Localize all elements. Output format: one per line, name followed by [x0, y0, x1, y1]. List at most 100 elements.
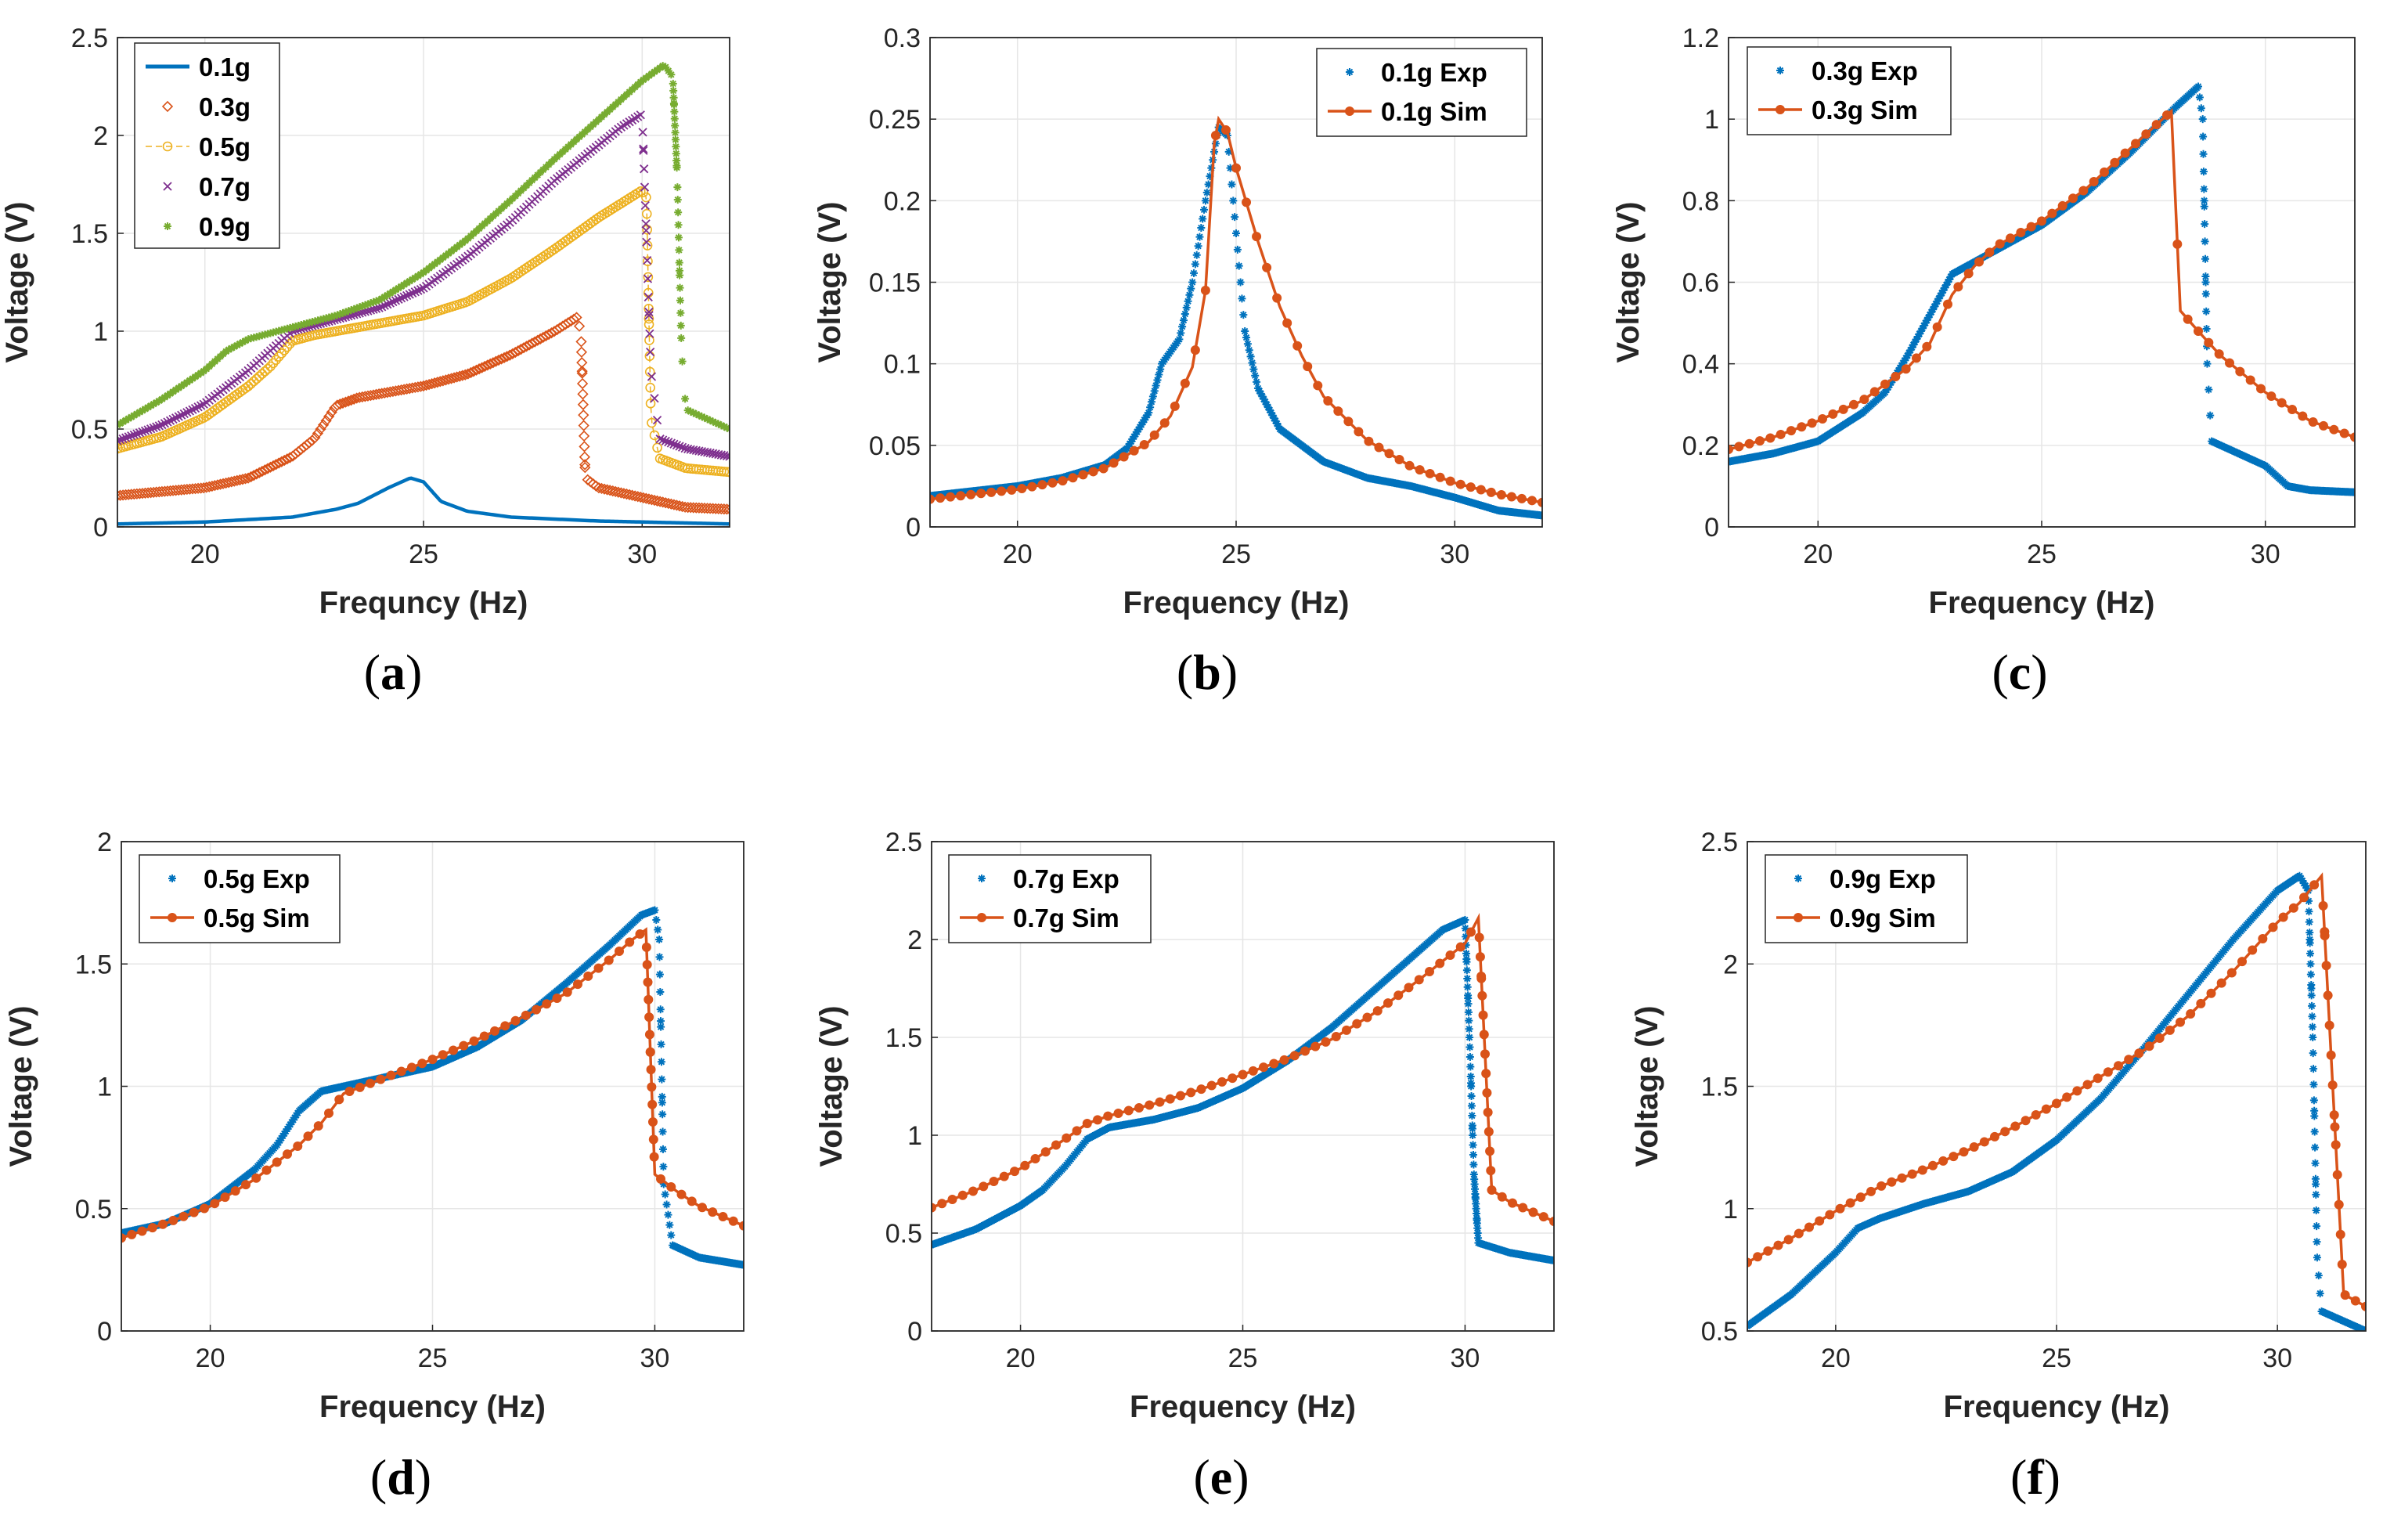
data-point	[405, 290, 414, 299]
data-point	[168, 1215, 178, 1225]
data-point	[1938, 289, 1946, 298]
data-point	[2026, 222, 2036, 232]
data-point	[236, 474, 249, 485]
data-point	[640, 164, 649, 174]
data-point	[1374, 442, 1384, 453]
data-point	[315, 424, 326, 435]
data-point	[146, 424, 156, 434]
data-point	[689, 409, 698, 417]
data-point	[2245, 375, 2255, 385]
data-point	[1506, 492, 1516, 502]
data-point	[1461, 924, 1469, 932]
data-point	[2141, 129, 2151, 139]
data-point	[1252, 232, 1262, 242]
data-point	[251, 468, 262, 480]
data-point	[245, 471, 257, 483]
y-axis-label: Voltage (V)	[1630, 1006, 1664, 1167]
data-point	[366, 1078, 375, 1088]
data-point	[434, 376, 446, 388]
data-point	[1310, 1041, 1321, 1051]
chart-panel-d: 20 25 30 0 0.5 1 1.5 2 Frequency (Hz) Voltage (V)…	[4, 828, 744, 1505]
data-point	[650, 394, 659, 403]
data-point	[141, 405, 150, 413]
data-point	[1480, 1049, 1490, 1059]
data-point	[1938, 1156, 1949, 1166]
data-point	[1484, 1127, 1494, 1137]
chart-panel-a: 20 25 30 0 0.5 1 1.5 2 2.5 Frequncy (Hz) Voltage (…	[0, 23, 730, 700]
data-point	[1393, 990, 1404, 1001]
legend: 0.3g Exp 0.3g Sim	[1747, 46, 1952, 135]
data-point	[416, 284, 426, 294]
y-tick-label: 2	[907, 925, 922, 955]
data-point	[674, 221, 683, 229]
data-point	[261, 1165, 272, 1175]
data-point	[2339, 428, 2349, 438]
legend-marker	[168, 875, 176, 882]
y-tick-label: 1.5	[71, 219, 108, 249]
data-point	[664, 67, 672, 75]
data-point	[1744, 438, 1754, 449]
y-tick-label: 0	[906, 513, 921, 543]
data-point	[2323, 990, 2333, 1001]
data-point	[640, 182, 650, 192]
data-point	[708, 417, 717, 426]
data-point	[1259, 1062, 1268, 1073]
data-point	[1181, 310, 1189, 319]
data-point	[644, 1030, 654, 1040]
data-point	[2201, 278, 2210, 287]
data-point	[1149, 430, 1159, 440]
data-point	[361, 301, 370, 309]
data-point	[158, 1219, 168, 1229]
data-point	[132, 409, 141, 418]
data-point	[1191, 260, 1199, 269]
data-point	[1903, 352, 1912, 360]
data-point	[1271, 417, 1280, 425]
y-tick-label: 0.8	[1682, 186, 1719, 216]
data-point	[1253, 377, 1261, 386]
data-point	[1828, 409, 1838, 419]
data-point	[1217, 1077, 1227, 1087]
data-point	[220, 1192, 230, 1203]
data-point	[1040, 1147, 1051, 1157]
data-point	[2312, 1180, 2320, 1188]
legend-entry: 0.5g Sim	[204, 903, 310, 932]
data-point	[647, 417, 657, 428]
data-point	[1224, 147, 1233, 156]
data-point	[445, 373, 457, 384]
data-point	[1199, 215, 1207, 223]
data-point	[1270, 414, 1278, 423]
data-point	[1482, 1087, 1492, 1098]
data-point	[2311, 1174, 2320, 1183]
data-point	[267, 460, 279, 472]
data-point	[1274, 422, 1282, 431]
data-point	[579, 459, 591, 471]
data-point	[182, 408, 192, 417]
data-point	[1477, 990, 1487, 1001]
y-tick-label: 1	[1723, 1195, 1738, 1224]
data-point	[1518, 1203, 1528, 1213]
data-layer	[1747, 871, 2366, 1331]
data-point	[334, 1095, 344, 1105]
data-point	[1753, 1252, 1763, 1262]
data-point	[179, 409, 189, 419]
data-point	[2021, 1116, 2031, 1126]
data-point	[2151, 120, 2161, 130]
data-point	[323, 410, 335, 423]
legend-marker	[1346, 68, 1354, 76]
data-point	[2306, 960, 2315, 968]
data-point	[1256, 389, 1265, 398]
data-point	[1195, 233, 1204, 241]
data-point	[646, 347, 655, 357]
data-point	[671, 128, 680, 137]
data-point	[147, 1223, 157, 1233]
data-point	[1913, 335, 1920, 344]
data-point	[1187, 284, 1195, 293]
legend: 0.1g Exp 0.1g Sim	[1316, 48, 1527, 137]
data-point	[1921, 319, 1930, 327]
data-point	[1176, 1091, 1185, 1101]
data-point	[437, 375, 449, 387]
y-axis-label: Voltage (V)	[1611, 202, 1646, 363]
data-point	[1538, 1212, 1548, 1222]
data-point	[2258, 933, 2268, 943]
data-point	[127, 413, 135, 421]
